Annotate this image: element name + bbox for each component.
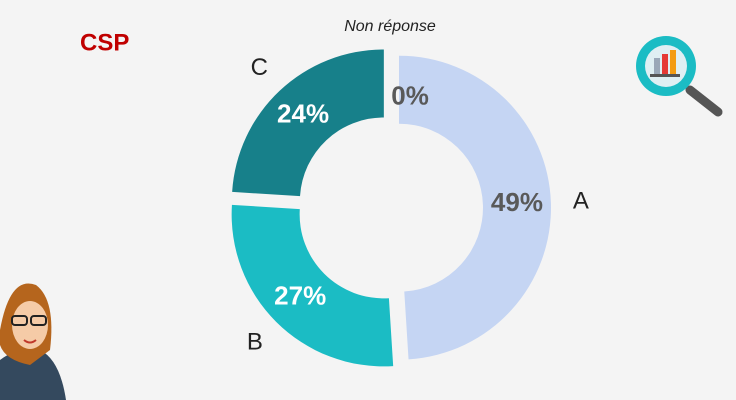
value-label: 49% xyxy=(491,187,543,217)
category-label: A xyxy=(573,187,589,214)
value-label: 24% xyxy=(277,98,329,128)
chart: CSP 49% A 27% B 24% C 0% Non réponse xyxy=(0,0,736,400)
category-label: C xyxy=(251,54,268,81)
value-label: 27% xyxy=(274,281,326,311)
chart-title: CSP xyxy=(80,29,129,56)
category-label: Non réponse xyxy=(344,18,436,35)
category-label: B xyxy=(247,328,263,355)
page: CSP 49%A27%B24%C0%Non réponse (() => { c… xyxy=(0,0,736,400)
value-label: 0% xyxy=(391,81,429,111)
